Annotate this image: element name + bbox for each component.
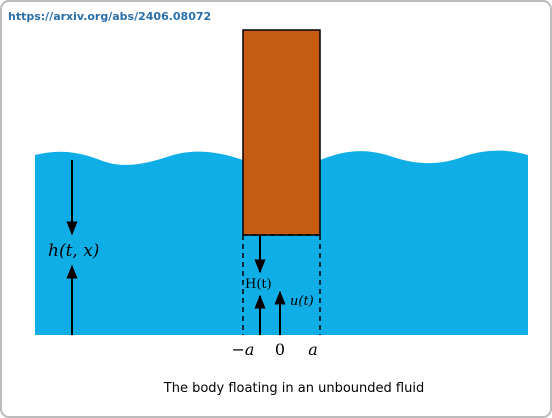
origin-label: 0 (275, 340, 285, 359)
draft-label: H(t) (245, 277, 272, 292)
height-label: h(t, x) (48, 241, 99, 261)
left-edge-label: −a (232, 340, 255, 359)
floating-body (242, 29, 321, 236)
velocity-label: u(t) (290, 294, 314, 309)
right-edge-label: a (308, 340, 318, 359)
arrows (66, 160, 286, 335)
body-extension (242, 234, 321, 335)
source-url: https://arxiv.org/abs/2406.08072 (8, 10, 211, 23)
caption: The body floating in an unbounded fluid (163, 381, 424, 396)
fluid (35, 150, 528, 335)
